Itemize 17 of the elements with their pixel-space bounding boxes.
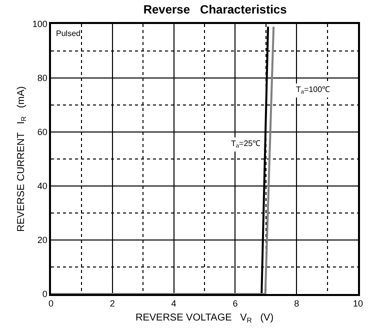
chart-title: Reverse Characteristics [143,2,288,16]
x-axis-title: REVERSE VOLTAGE V$_{R}$ (V) [135,312,274,325]
annotation: Pulsed [56,29,80,38]
y-tick-label: 40 [37,181,48,192]
x-tick-label: 4 [171,298,176,309]
y-tick-label: 60 [37,127,48,138]
y-tick-label: 100 [32,19,48,30]
x-tick-label: 8 [294,298,300,309]
y-tick-label: 0 [42,289,48,300]
x-tick-label: 0 [48,298,54,309]
x-tick-label: 10 [352,298,364,309]
x-tick-label: 6 [232,298,238,309]
annotation: T$_{a}$=100℃ [296,85,330,96]
x-tick-label: 2 [110,298,115,309]
y-tick-label: 20 [37,235,48,246]
annotation: T$_{a}$=25℃ [231,139,261,150]
y-tick-label: 80 [37,73,48,84]
